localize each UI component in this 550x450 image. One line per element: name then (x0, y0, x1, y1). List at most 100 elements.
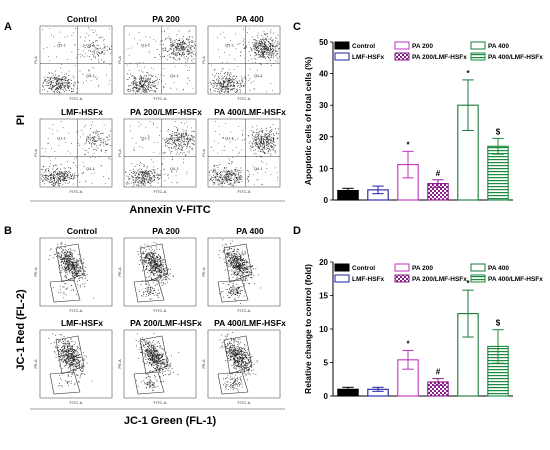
y-tick-label: 0 (324, 196, 329, 205)
legend-label: Control (352, 43, 375, 50)
flow-plot-title: PA 400/LMF-HSFx (214, 107, 286, 117)
flow-axis-y-label: PI-A (117, 149, 122, 157)
panel-a-letter: A (4, 21, 12, 33)
flow-axis-y-label: PI-A (201, 56, 206, 64)
panel-b-letter: B (4, 225, 12, 237)
flow-axis-y-label: PI-A (33, 149, 38, 157)
quadrant-label: Q2-1 (254, 42, 264, 47)
quadrant-label: Q4-1 (254, 166, 264, 171)
chart-y-label: Apoptotic cells of total cells (%) (303, 57, 313, 186)
flow-axis-x-label: FITC-A (238, 96, 251, 101)
flow-axis-x-label: FITC-A (154, 400, 167, 405)
significance-mark: # (436, 368, 441, 377)
y-tick-label: 50 (319, 38, 328, 47)
panel-c-chart: Apoptotic cells of total cells (%)010203… (303, 38, 543, 205)
quadrant-label: Q2-1 (170, 135, 180, 140)
quadrant-label: Q2-1 (86, 135, 96, 140)
legend-swatch (471, 53, 485, 60)
flow-axis-x-label: FITC-A (154, 96, 167, 101)
y-tick-label: 20 (319, 258, 328, 267)
legend-label: PA 400 (488, 265, 509, 272)
quadrant-label: Q4-1 (86, 73, 96, 78)
quadrant-label: Q3-1 (225, 169, 235, 174)
significance-mark: * (406, 339, 410, 348)
legend-swatch (471, 264, 485, 271)
quadrant-label: Q4-1 (254, 73, 264, 78)
legend-label: Control (352, 265, 375, 272)
flow-axis-y-label: PI-A (33, 56, 38, 64)
flow-axis-x-label: FITC-A (70, 308, 83, 313)
flow-axis-x-label: FITC-A (154, 308, 167, 313)
legend-swatch (395, 264, 409, 271)
y-tick-label: 5 (324, 359, 329, 368)
legend-label: PA 400/LMF-HSFx (488, 276, 543, 283)
legend-label: LMF-HSFx (352, 54, 385, 61)
flow-axis-x-label: FITC-A (238, 308, 251, 313)
y-tick-label: 0 (324, 392, 329, 401)
flow-axis-x-label: FITC-A (154, 189, 167, 194)
legend-swatch (335, 53, 349, 60)
panel-c-letter: C (293, 21, 301, 33)
quadrant-label: Q3-1 (225, 76, 235, 81)
legend-swatch (395, 42, 409, 49)
quadrant-label: Q4-1 (170, 166, 180, 171)
flow-axis-y-label: PI-A (201, 149, 206, 157)
y-tick-label: 30 (319, 101, 328, 110)
quadrant-label: Q1-1 (57, 42, 67, 47)
flow-plot: PA 400 PI-A FITC-A Q1-1 Q2-1 Q3-1 Q4-1 (201, 14, 280, 101)
quadrant-label: Q1-1 (57, 135, 67, 140)
quadrant-label: Q2-1 (254, 135, 264, 140)
legend-swatch (335, 42, 349, 49)
legend-label: PA 400 (488, 43, 509, 50)
panel-a-x-label: Annexin V-FITC (129, 204, 210, 216)
quadrant-label: Q2-1 (170, 42, 180, 47)
flow-plot-title: PA 200 (152, 14, 180, 24)
legend-swatch (335, 275, 349, 282)
flow-axis-y-label: PE-A (117, 267, 122, 277)
panel-a-y-label: PI (15, 115, 27, 125)
flow-axis-y-label: PE-A (33, 359, 38, 369)
significance-mark: * (406, 140, 410, 149)
legend-swatch (471, 42, 485, 49)
flow-plot-title: LMF-HSFx (61, 318, 103, 328)
legend-label: PA 200 (412, 43, 433, 50)
flow-plot: LMF-HSFx PE-A FITC-A (33, 318, 112, 405)
y-tick-label: 40 (319, 70, 328, 79)
flow-plot-title: Control (67, 226, 97, 236)
flow-axis-y-label: PE-A (201, 359, 206, 369)
legend-swatch (395, 275, 409, 282)
significance-mark: * (466, 69, 470, 78)
quadrant-label: Q4-1 (170, 73, 180, 78)
flow-plot-title: PA 400 (236, 14, 264, 24)
flow-plot: PA 200/LMF-HSFx PE-A FITC-A (117, 318, 202, 405)
significance-mark: * (466, 279, 470, 288)
quadrant-label: Q1-1 (225, 135, 235, 140)
y-tick-label: 10 (319, 164, 328, 173)
y-tick-label: 10 (319, 325, 328, 334)
flow-axis-x-label: FITC-A (70, 400, 83, 405)
flow-plot-title: PA 200/LMF-HSFx (130, 318, 202, 328)
flow-plot-title: PA 400 (236, 226, 264, 236)
flow-axis-y-label: PE-A (117, 359, 122, 369)
flow-axis-y-label: PI-A (117, 56, 122, 64)
flow-axis-x-label: FITC-A (70, 96, 83, 101)
flow-plot-frame (208, 119, 280, 187)
legend-label: PA 400/LMF-HSFx (488, 54, 543, 61)
significance-mark: $ (496, 319, 501, 328)
chart-y-label: Relative change to control (fold) (303, 264, 313, 394)
flow-plot-title: PA 400/LMF-HSFx (214, 318, 286, 328)
quadrant-label: Q3-1 (57, 76, 67, 81)
quadrant-label: Q4-1 (86, 166, 96, 171)
quadrant-label: Q1-1 (225, 42, 235, 47)
flow-plot-frame (208, 26, 280, 94)
